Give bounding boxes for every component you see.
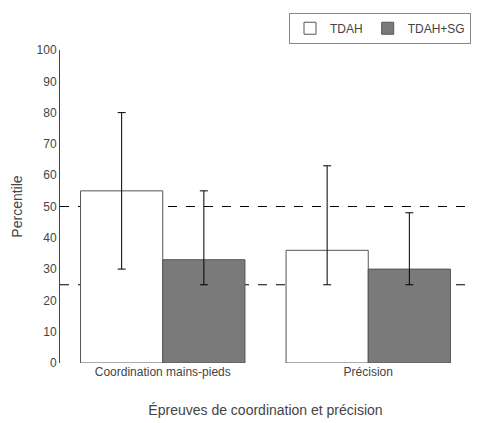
svg-text:50: 50 <box>43 200 57 214</box>
svg-text:Épreuves de coordination et pr: Épreuves de coordination et précision <box>148 402 382 418</box>
svg-text:60: 60 <box>43 168 57 182</box>
svg-text:100: 100 <box>37 43 57 57</box>
svg-text:Percentile: Percentile <box>9 175 25 237</box>
svg-text:70: 70 <box>43 137 57 151</box>
svg-text:0: 0 <box>50 356 57 370</box>
svg-text:Précision: Précision <box>344 365 393 379</box>
svg-text:TDAH: TDAH <box>330 22 363 36</box>
svg-text:20: 20 <box>43 294 57 308</box>
svg-text:TDAH+SG: TDAH+SG <box>408 22 465 36</box>
svg-text:90: 90 <box>43 75 57 89</box>
svg-text:40: 40 <box>43 231 57 245</box>
svg-text:30: 30 <box>43 262 57 276</box>
svg-text:Coordination mains-pieds: Coordination mains-pieds <box>95 365 231 379</box>
svg-text:80: 80 <box>43 106 57 120</box>
svg-text:10: 10 <box>43 325 57 339</box>
